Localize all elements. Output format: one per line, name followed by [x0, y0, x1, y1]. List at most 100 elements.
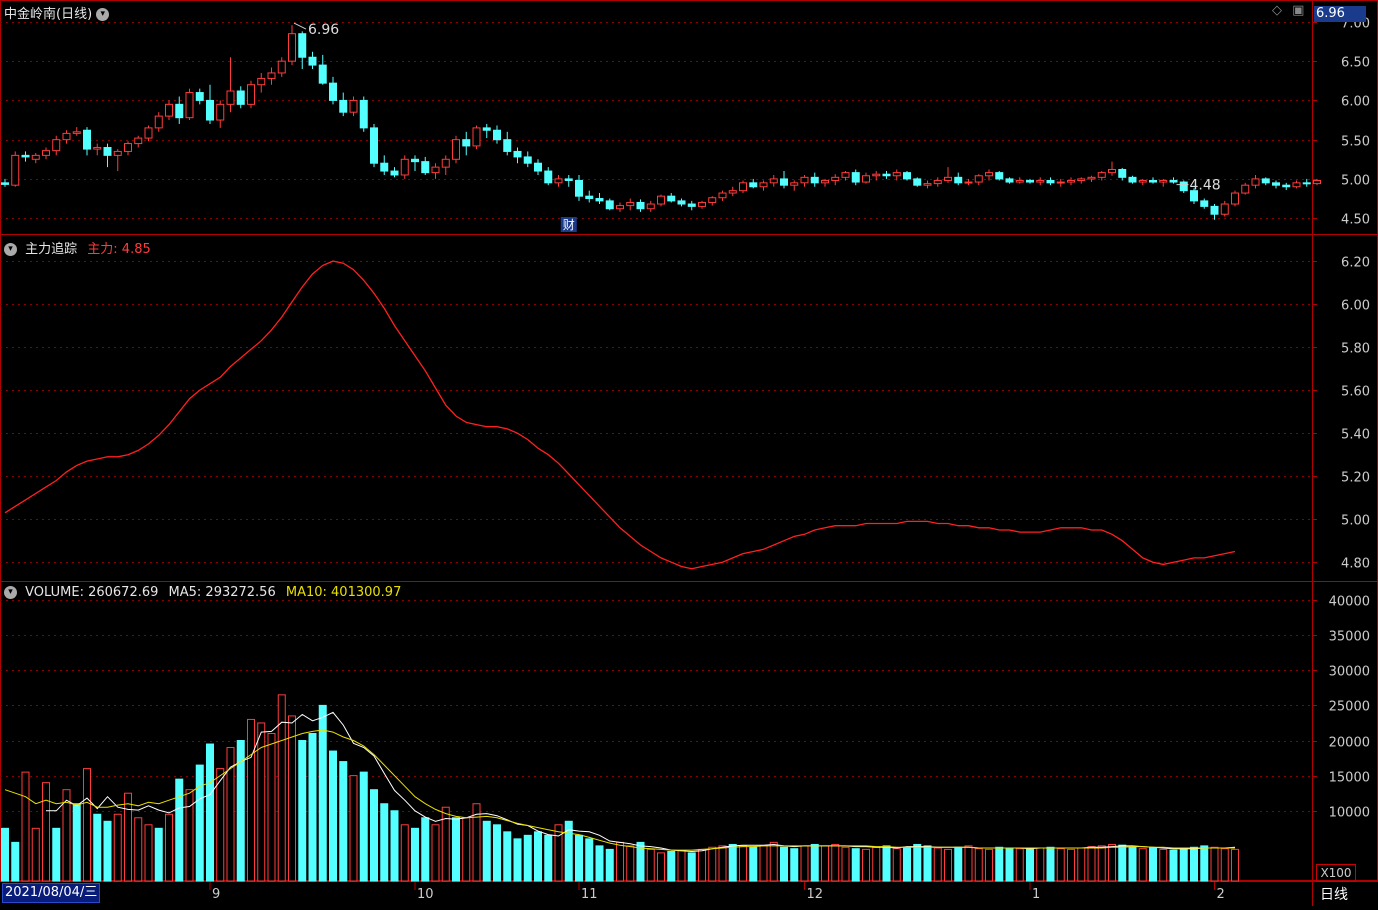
candle-body: [1292, 182, 1301, 188]
volume-bar: [862, 848, 870, 882]
candle-body: [1272, 182, 1280, 186]
candle-body: [872, 173, 881, 177]
candle-body: [134, 137, 143, 145]
volume-axis-tick-label: 25000: [1329, 700, 1370, 715]
candle-body: [195, 92, 204, 101]
candle-body: [329, 82, 337, 101]
volume-bar: [298, 740, 307, 882]
window-icon[interactable]: ▣: [1292, 3, 1305, 18]
volume-bar: [1067, 848, 1075, 882]
candle-body: [339, 99, 348, 113]
chevron-down-icon[interactable]: ▾: [4, 586, 17, 599]
volume-bar: [1149, 847, 1157, 882]
volume-bar: [800, 845, 809, 882]
volume-bar: [636, 841, 645, 882]
volume-bar: [380, 803, 389, 882]
candle-body: [749, 182, 758, 188]
candle-body: [441, 158, 450, 168]
chevron-down-icon[interactable]: ▾: [96, 8, 110, 21]
candle-body: [657, 195, 665, 205]
candle-body: [1026, 179, 1034, 183]
date-box: 2021/08/04/三: [2, 883, 101, 903]
candle-body: [974, 175, 983, 183]
volume-bar: [1210, 846, 1219, 882]
volume-bar: [605, 848, 614, 882]
candle-body: [1210, 205, 1219, 215]
candle-body: [739, 182, 747, 192]
indicator-axis-tick-label: 5.40: [1341, 428, 1370, 443]
volume-bar: [964, 845, 973, 882]
diamond-icon[interactable]: ◇: [1272, 3, 1282, 18]
volume-bar: [1190, 846, 1198, 882]
volume-bar: [216, 768, 225, 882]
volume-bar: [226, 747, 235, 882]
ma10-value: MA10: 401300.97: [285, 585, 402, 600]
volume-bar: [472, 803, 481, 882]
volume-bar: [1015, 848, 1024, 882]
candle-body: [1077, 178, 1086, 181]
volume-bar: [882, 845, 891, 882]
volume-bar: [493, 824, 501, 882]
candle-body: [1282, 184, 1291, 188]
candle-body: [247, 84, 255, 105]
ma5-line: [46, 711, 1236, 853]
volume-bar: [554, 824, 563, 882]
candle-body: [923, 183, 932, 186]
volume-bar: [831, 843, 840, 882]
volume-bar: [923, 845, 932, 882]
candle-body: [1097, 172, 1106, 178]
volume-bar: [482, 820, 491, 882]
period-button[interactable]: 日线: [1320, 887, 1348, 903]
candle-body: [175, 103, 184, 119]
volume-bar: [821, 845, 829, 882]
volume-bar: [31, 827, 40, 882]
volume-bar: [974, 848, 983, 882]
candle-body: [144, 127, 153, 139]
volume-bar: [1026, 848, 1034, 882]
candle-body: [903, 172, 911, 180]
chevron-down-icon[interactable]: ▾: [4, 243, 17, 256]
candle-body: [523, 156, 532, 164]
volume-bar: [995, 846, 1004, 882]
volume-bar: [308, 732, 317, 882]
report-marker-box: [560, 217, 577, 232]
candle-body: [370, 127, 378, 164]
candle-body: [165, 103, 173, 117]
candle-body: [1128, 176, 1137, 183]
title-row: 中金岭南(日线) ▾: [4, 3, 113, 22]
candle-body: [72, 131, 81, 134]
candle-body: [83, 129, 91, 150]
candle-body: [944, 176, 952, 181]
volume-bar: [206, 743, 214, 882]
candle-body: [534, 162, 542, 172]
volume-bar: [452, 817, 460, 882]
candle-body: [1138, 179, 1147, 183]
volume-unit: X100: [1316, 864, 1356, 882]
volume-bar: [1036, 847, 1045, 882]
volume-bar: [42, 782, 50, 882]
candle-body: [595, 198, 604, 202]
volume-bar: [1108, 843, 1116, 882]
volume-bar: [318, 704, 327, 882]
indicator-header: ▾ 主力追踪 主力: 4.85: [4, 238, 151, 257]
candle-body: [759, 182, 768, 188]
candle-body: [11, 154, 20, 186]
volume-bar: [1231, 848, 1239, 882]
candle-body: [954, 176, 963, 184]
indicator-axis-tick-label: 5.20: [1341, 471, 1370, 486]
volume-bar: [277, 694, 286, 882]
price-axis-tick-label: 6.00: [1341, 95, 1370, 110]
x-axis-tick-label: 10: [417, 887, 434, 902]
candle-body: [831, 176, 840, 181]
volume-bar: [944, 848, 952, 882]
candle-body: [677, 200, 686, 205]
volume-bar: [646, 848, 655, 882]
candle-body: [687, 203, 696, 207]
candle-body: [411, 158, 419, 163]
volume-bar: [657, 852, 665, 882]
candle-body: [698, 201, 706, 207]
candle-body: [482, 127, 491, 131]
volume-bar: [687, 852, 696, 882]
